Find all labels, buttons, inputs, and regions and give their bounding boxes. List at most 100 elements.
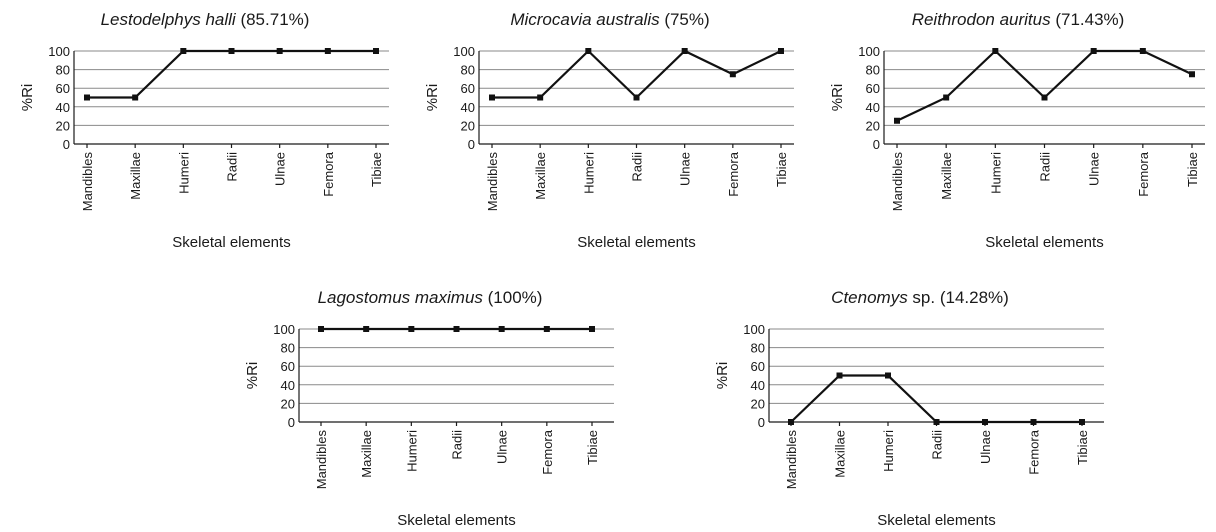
x-tick-label: Maxillae bbox=[359, 430, 374, 478]
x-tick-label: Maxillae bbox=[939, 152, 954, 200]
x-tick-label: Radii bbox=[1038, 152, 1053, 182]
data-point bbox=[1090, 48, 1097, 54]
data-point bbox=[836, 372, 843, 379]
x-tick-label: Femora bbox=[1136, 151, 1151, 197]
x-tick-label: Maxillae bbox=[533, 152, 548, 200]
y-tick-label: 100 bbox=[453, 44, 475, 59]
x-tick-label: Femora bbox=[726, 151, 741, 197]
y-tick-label: 60 bbox=[461, 81, 475, 96]
data-point bbox=[324, 48, 331, 54]
x-tick-label: Radii bbox=[225, 152, 240, 182]
x-tick-label: Tibiae bbox=[1185, 152, 1200, 187]
data-point bbox=[681, 48, 688, 54]
x-tick-label: Ulnae bbox=[678, 152, 693, 186]
data-point bbox=[633, 94, 640, 101]
data-point bbox=[885, 372, 891, 379]
x-tick-label: Radii bbox=[630, 152, 645, 182]
data-point bbox=[778, 48, 784, 54]
data-point bbox=[982, 419, 988, 425]
chart-title-suffix: (100%) bbox=[482, 288, 543, 307]
y-tick-label: 60 bbox=[866, 81, 880, 96]
data-point bbox=[894, 117, 900, 124]
chart-title-species: Ctenomys bbox=[831, 288, 908, 307]
y-axis-label: %Ri bbox=[714, 362, 731, 390]
data-point bbox=[1189, 71, 1195, 78]
chart-title-species: Lagostomus maximus bbox=[317, 288, 483, 307]
x-tick-label: Mandibles bbox=[485, 152, 500, 212]
x-tick-label: Humeri bbox=[988, 152, 1003, 194]
data-point bbox=[453, 326, 460, 332]
y-axis-label: %Ri bbox=[829, 84, 846, 112]
data-point bbox=[373, 48, 379, 54]
chart-title: Lestodelphys halli (85.71%) bbox=[10, 10, 400, 30]
y-tick-label: 40 bbox=[461, 100, 475, 115]
chart-panel: Lestodelphys halli (85.71%) 0 20 40 60 80 100… bbox=[0, 6, 400, 256]
x-axis-label: Skeletal elements bbox=[877, 512, 995, 529]
y-tick-label: 60 bbox=[281, 359, 295, 374]
chart-svg: 0 20 40 60 80 100 %Ri Mandibles Maxillae Humeri Ra… bbox=[424, 44, 794, 251]
x-tick-label: Mandibles bbox=[80, 152, 95, 212]
data-point bbox=[933, 419, 940, 425]
x-axis-label: Skeletal elements bbox=[397, 512, 515, 529]
x-tick-label: Humeri bbox=[881, 430, 896, 472]
x-tick-label: Humeri bbox=[176, 152, 191, 194]
chart-title-species: Lestodelphys halli bbox=[100, 10, 236, 29]
y-tick-label: 0 bbox=[873, 137, 880, 152]
y-tick-label: 20 bbox=[751, 396, 765, 411]
data-point bbox=[992, 48, 999, 54]
data-point bbox=[589, 326, 595, 332]
chart-title-suffix: (71.43%) bbox=[1050, 10, 1125, 29]
chart-panel: Microcavia australis (75%) 0 20 40 60 80 100%… bbox=[405, 6, 805, 256]
data-point bbox=[1041, 94, 1048, 101]
y-tick-label: 80 bbox=[56, 63, 70, 78]
x-tick-label: Tibiae bbox=[1075, 430, 1090, 465]
data-point bbox=[585, 48, 592, 54]
y-tick-label: 60 bbox=[56, 81, 70, 96]
x-tick-label: Femora bbox=[540, 429, 555, 475]
x-tick-label: Ulnae bbox=[1087, 152, 1102, 186]
x-tick-label: Ulnae bbox=[495, 430, 510, 464]
x-tick-label: Radii bbox=[930, 430, 945, 460]
x-tick-label: Mandibles bbox=[890, 152, 905, 212]
data-point bbox=[228, 48, 235, 54]
y-axis-label: %Ri bbox=[19, 84, 36, 112]
chart-title-species: Microcavia australis bbox=[510, 10, 660, 29]
chart-svg: 0 20 40 60 80 100 %Ri Mandibles Maxillae Humeri Ra… bbox=[714, 322, 1104, 529]
x-axis-label: Skeletal elements bbox=[577, 234, 695, 251]
x-axis-label: Skeletal elements bbox=[172, 234, 290, 251]
data-point bbox=[489, 94, 495, 101]
y-tick-label: 0 bbox=[468, 137, 475, 152]
y-tick-label: 20 bbox=[56, 118, 70, 133]
chart-title-suffix: sp. (14.28%) bbox=[907, 288, 1009, 307]
y-tick-label: 40 bbox=[751, 378, 765, 393]
series-line bbox=[492, 49, 782, 100]
chart-title-suffix: (75%) bbox=[659, 10, 710, 29]
x-tick-label: Radii bbox=[450, 430, 465, 460]
y-axis-label: %Ri bbox=[244, 362, 261, 390]
y-tick-label: 40 bbox=[281, 378, 295, 393]
y-tick-label: 40 bbox=[866, 100, 880, 115]
chart-title-species: Reithrodon auritus bbox=[911, 10, 1051, 29]
chart-panel: Lagostomus maximus (100%) 0 20 40 60 80 100 %R… bbox=[225, 284, 625, 532]
x-tick-label: Maxillae bbox=[128, 152, 143, 200]
y-tick-label: 0 bbox=[288, 415, 295, 430]
data-point bbox=[943, 94, 950, 101]
y-tick-label: 100 bbox=[48, 44, 70, 59]
chart-title: Microcavia australis (75%) bbox=[415, 10, 805, 30]
y-tick-label: 40 bbox=[56, 100, 70, 115]
y-tick-label: 80 bbox=[281, 341, 295, 356]
chart-svg: 0 20 40 60 80 100 %Ri Mandibles Maxillae Humeri Ra… bbox=[19, 44, 389, 251]
y-tick-label: 80 bbox=[751, 341, 765, 356]
y-tick-label: 80 bbox=[461, 63, 475, 78]
chart-title-suffix: (85.71%) bbox=[235, 10, 310, 29]
data-point bbox=[1030, 419, 1037, 425]
data-point bbox=[1139, 48, 1146, 54]
chart-svg: 0 20 40 60 80 100 %Ri Mandibles Maxillae Humeri Ra… bbox=[829, 44, 1205, 251]
y-tick-label: 20 bbox=[461, 118, 475, 133]
data-point bbox=[276, 48, 283, 54]
y-axis-label: %Ri bbox=[424, 84, 441, 112]
y-tick-label: 100 bbox=[743, 322, 765, 337]
data-point bbox=[180, 48, 187, 54]
x-tick-label: Tibiae bbox=[585, 430, 600, 465]
y-tick-label: 0 bbox=[63, 137, 70, 152]
